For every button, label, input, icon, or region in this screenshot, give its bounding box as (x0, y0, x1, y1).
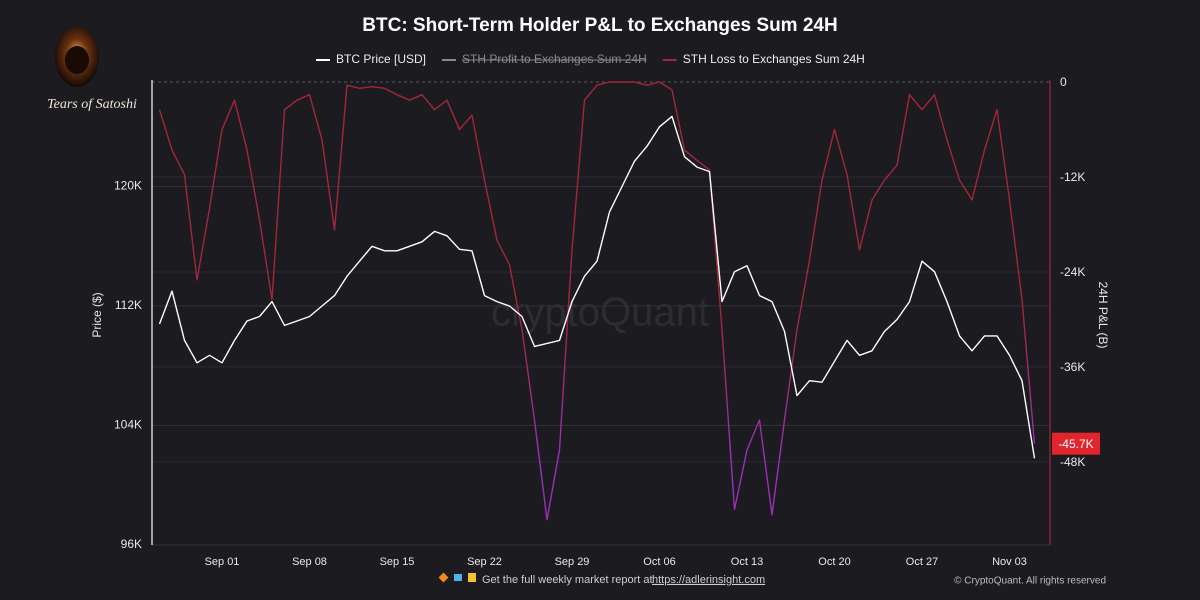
series-line (158, 115, 1036, 459)
legend-label: STH Profit to Exchanges Sum 24H (462, 52, 647, 66)
series-line (158, 81, 1036, 521)
y-tick-label: 120K (114, 179, 142, 193)
x-tick-label: Oct 27 (906, 556, 938, 568)
y-axis-label: Price ($) (90, 292, 104, 337)
y-tick-label: 112K (115, 298, 142, 312)
footer-link[interactable]: https://adlerinsight.com (652, 574, 765, 586)
footer-icon (454, 574, 462, 581)
watermark: cryptoQuant (491, 291, 709, 335)
y2-tick-label: 0 (1060, 75, 1067, 89)
chart-title: BTC: Short-Term Holder P&L to Exchanges … (362, 15, 837, 36)
footer-icon (468, 573, 476, 582)
value-label: -45.7K (1058, 437, 1093, 451)
y2-tick-label: -12K (1060, 170, 1085, 184)
footer-text: Get the full weekly market report at (482, 574, 653, 586)
footer-icon (438, 572, 449, 583)
value-label-box (1052, 432, 1100, 455)
x-tick-label: Sep 01 (205, 556, 240, 568)
y2-tick-label: -48K (1060, 455, 1085, 469)
x-tick-label: Sep 22 (467, 556, 502, 568)
y2-tick-label: -24K (1060, 265, 1085, 279)
y2-tick-label: -36K (1060, 360, 1085, 374)
x-tick-label: Oct 06 (643, 556, 675, 568)
brand: Tears of Satoshi (47, 97, 137, 112)
x-tick-label: Sep 08 (292, 556, 327, 568)
y-tick-label: 104K (114, 418, 142, 432)
logo-mouth (65, 46, 89, 74)
legend-label: BTC Price [USD] (336, 52, 426, 66)
y2-axis-label: 24H P&L (B) (1096, 282, 1110, 349)
x-tick-label: Oct 20 (818, 556, 850, 568)
copyright: © CryptoQuant. All rights reserved (954, 576, 1106, 587)
x-tick-label: Sep 29 (555, 556, 590, 568)
y-tick-label: 96K (121, 537, 142, 551)
x-tick-label: Nov 03 (992, 556, 1027, 568)
legend-label: STH Loss to Exchanges Sum 24H (683, 52, 865, 66)
x-tick-label: Sep 15 (380, 556, 415, 568)
x-tick-label: Oct 13 (731, 556, 763, 568)
